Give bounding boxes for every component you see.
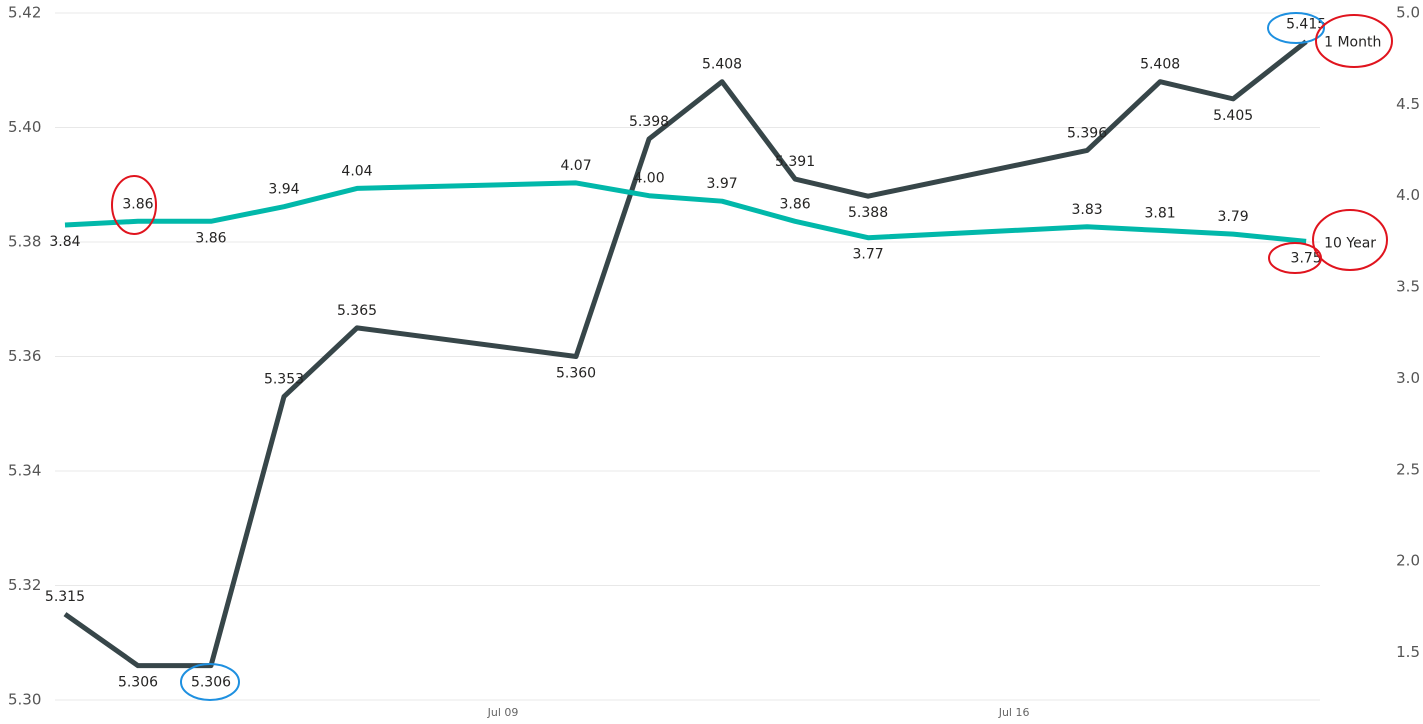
data-label: 3.84 xyxy=(49,234,80,250)
data-label: 5.388 xyxy=(848,205,888,221)
data-label: 3.77 xyxy=(852,247,883,263)
data-label: 5.306 xyxy=(118,675,158,691)
series-line xyxy=(64,180,1307,244)
data-label: 4.07 xyxy=(560,158,591,174)
y2-tick-label: 2.0 xyxy=(1396,552,1420,570)
data-label: 3.75 xyxy=(1291,250,1322,266)
y-tick-label: 5.32 xyxy=(8,576,41,594)
data-label: 3.97 xyxy=(706,176,737,192)
annotation-circle xyxy=(1315,14,1393,68)
y-tick-label: 5.38 xyxy=(8,233,41,251)
annotation-circle xyxy=(1312,209,1388,271)
y2-tick-label: 5.0 xyxy=(1396,4,1420,22)
series-end-label: 1 Month xyxy=(1324,35,1381,51)
y2-tick-label: 3.0 xyxy=(1396,369,1420,387)
x-tick-label: Jul 09 xyxy=(487,706,519,719)
data-label: 3.86 xyxy=(122,196,153,212)
annotation-circle xyxy=(111,175,157,235)
y2-tick-label: 4.5 xyxy=(1396,95,1420,113)
series-line xyxy=(63,39,1308,669)
y-tick-label: 5.40 xyxy=(8,118,41,136)
data-label: 4.04 xyxy=(341,163,372,179)
data-label: 5.396 xyxy=(1067,125,1107,141)
y2-tick-label: 2.5 xyxy=(1396,460,1420,478)
annotation-circle xyxy=(1267,12,1325,44)
y-tick-label: 5.36 xyxy=(8,347,41,365)
annotation-circle xyxy=(180,663,240,701)
data-label: 3.86 xyxy=(195,230,226,246)
data-label: 3.94 xyxy=(268,182,299,198)
y-tick-label: 5.30 xyxy=(8,691,41,709)
lines xyxy=(63,39,1308,669)
y2-tick-label: 1.5 xyxy=(1396,643,1420,661)
y-tick-label: 5.34 xyxy=(8,462,41,480)
x-tick-label: Jul 16 xyxy=(998,706,1030,719)
series-end-label: 10 Year xyxy=(1324,235,1376,251)
data-label: 4.00 xyxy=(633,171,664,187)
data-label: 5.408 xyxy=(702,57,742,73)
data-label: 5.353 xyxy=(264,372,304,388)
grid: 5.30 5.32 5.34 5.36 5.38 5.40 5.42 1.5 2.0 2.5 3.0… xyxy=(8,4,1420,720)
data-label: 5.306 xyxy=(191,675,231,691)
data-label: 5.391 xyxy=(775,154,815,170)
labels: 5.315 5.306 5.306 5.353 5.365 5.360 5.398 5.408… xyxy=(45,17,1381,691)
data-label: 5.365 xyxy=(337,303,377,319)
data-label: 3.81 xyxy=(1145,205,1176,221)
y-tick-label: 5.42 xyxy=(8,4,41,22)
data-label: 5.408 xyxy=(1140,57,1180,73)
data-label: 3.86 xyxy=(779,196,810,212)
data-label: 5.360 xyxy=(556,366,596,382)
data-label: 5.415 xyxy=(1286,17,1326,33)
data-label: 5.315 xyxy=(45,589,85,605)
data-label: 3.79 xyxy=(1218,209,1249,225)
data-label: 5.405 xyxy=(1213,108,1253,124)
data-label: 5.398 xyxy=(629,114,669,130)
data-label: 3.83 xyxy=(1072,202,1103,218)
y2-tick-label: 3.5 xyxy=(1396,278,1420,296)
y2-tick-label: 4.0 xyxy=(1396,186,1420,204)
